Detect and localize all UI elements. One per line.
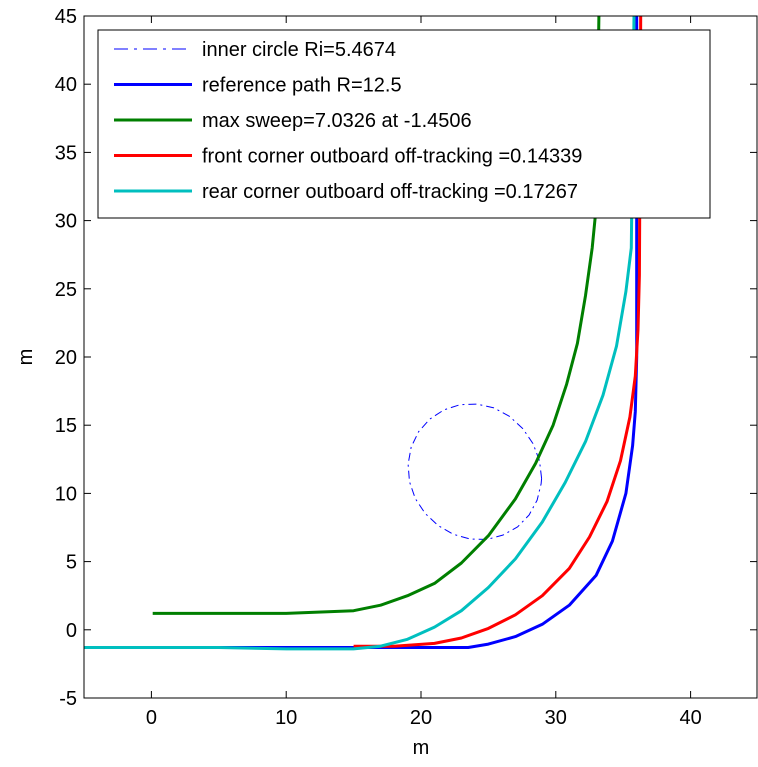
y-axis-label: m bbox=[15, 349, 37, 366]
legend-label-4: front corner outboard off-tracking =0.14… bbox=[202, 146, 582, 168]
series-line-1 bbox=[407, 403, 543, 540]
y-tick-label: 5 bbox=[66, 552, 77, 574]
legend-label-3: max sweep=7.0326 at -1.4506 bbox=[202, 110, 472, 132]
y-tick-label: 25 bbox=[55, 279, 77, 301]
tick-layer: 0 10 20 30 40 -5 0 5 10 15 20 25 30 35 40 45 bbox=[55, 6, 757, 729]
y-tick-label: 15 bbox=[55, 415, 77, 437]
legend-box bbox=[97, 29, 711, 219]
legend-label-2: reference path R=12.5 bbox=[202, 75, 402, 97]
y-tick-label: 45 bbox=[55, 6, 77, 28]
legend: inner circle Ri=5.4674 reference path R=1… bbox=[97, 29, 711, 219]
y-tick-label: 40 bbox=[55, 74, 77, 96]
series-line-2 bbox=[84, 16, 639, 649]
y-tick-label: 20 bbox=[55, 347, 77, 369]
y-tick-label: 35 bbox=[55, 142, 77, 164]
legend-label-5: rear corner outboard off-tracking =0.172… bbox=[202, 181, 578, 203]
y-tick-label: 0 bbox=[66, 620, 77, 642]
x-tick-label: 10 bbox=[275, 707, 297, 729]
x-tick-label: 0 bbox=[146, 707, 157, 729]
series-line-5 bbox=[84, 16, 636, 651]
x-axis-label: m bbox=[413, 737, 430, 759]
y-tick-label: -5 bbox=[59, 688, 77, 710]
series-layer bbox=[84, 16, 643, 651]
y-tick-label: 10 bbox=[55, 483, 77, 505]
x-tick-label: 30 bbox=[545, 707, 567, 729]
x-tick-label: 20 bbox=[410, 707, 432, 729]
series-line-4 bbox=[353, 16, 643, 648]
series-line-3 bbox=[152, 16, 601, 615]
x-tick-label: 40 bbox=[679, 707, 701, 729]
legend-label-1: inner circle Ri=5.4674 bbox=[202, 39, 396, 61]
y-tick-label: 30 bbox=[55, 211, 77, 233]
